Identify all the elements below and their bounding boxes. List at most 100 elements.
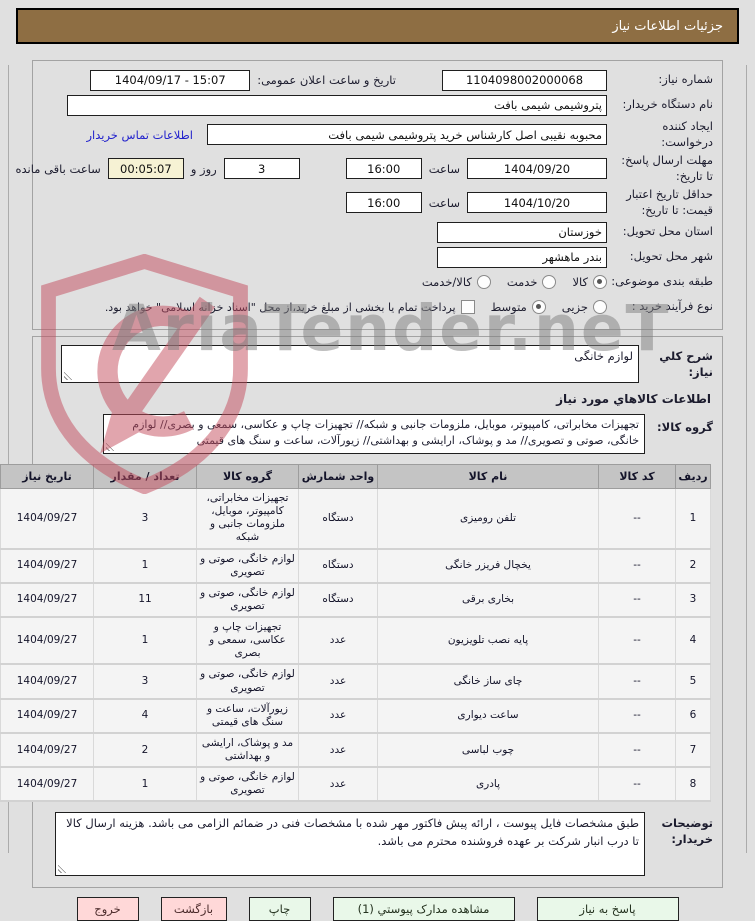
item-group-row: گروه کالا: تجهیزات مخابراتی، کامپیوتر، م…	[42, 414, 713, 455]
respond-to-need-button[interactable]: پاسخ به نیاز	[536, 897, 679, 921]
table-cell: 2	[675, 548, 711, 584]
table-cell: ساعت دیواری	[377, 698, 599, 734]
need-number-row: شماره نیاز: تاریخ و ساعت اعلان عمومی:	[42, 69, 713, 91]
requester-input[interactable]	[207, 124, 607, 146]
buyer-contact-link[interactable]: اطلاعات تماس خریدار	[86, 127, 193, 142]
table-cell: یخچال فریزر خانگی	[377, 548, 599, 584]
back-button[interactable]: بازگشت	[160, 897, 227, 921]
items-table: ردیف کد کالا نام کالا واحد شمارش گروه کالا تع…	[0, 464, 711, 803]
table-cell: --	[598, 548, 676, 584]
table-cell: --	[598, 698, 676, 734]
radio-icon[interactable]	[593, 300, 607, 315]
column-header: کد کالا	[598, 464, 676, 490]
announce-label: تاریخ و ساعت اعلان عمومی:	[257, 73, 396, 87]
table-cell: 1404/09/27	[0, 616, 94, 666]
table-cell: عدد	[298, 766, 378, 803]
table-cell: عدد	[298, 732, 378, 769]
province-row: استان محل تحویل:	[42, 221, 713, 243]
buyer-notes-textarea[interactable]: طبق مشخصات فایل پیوست ، ارائه پیش فاکتور…	[55, 812, 645, 877]
table-cell: لوازم خانگی، صوتی و تصویری	[196, 663, 299, 700]
table-row: 6 -- ساعت دیواری عدد زیورآلات، ساعت و سنگ ها…	[0, 698, 711, 734]
table-cell: 4	[675, 616, 711, 666]
table-cell: 1	[93, 616, 197, 666]
view-attachments-button[interactable]: مشاهده مدارک پیوستي (1)	[332, 897, 515, 921]
item-group-textarea[interactable]: تجهیزات مخابراتی، کامپیوتر، موبایل، ملزو…	[103, 414, 645, 455]
city-label: شهر محل تحویل:	[629, 249, 713, 264]
table-cell: --	[598, 582, 676, 619]
page-title-bar: جزئیات اطلاعات نیاز	[16, 8, 739, 44]
radio-option-motevaset[interactable]: متوسط	[491, 300, 546, 315]
resize-handle-icon	[58, 864, 67, 874]
table-cell: 1	[93, 766, 197, 803]
table-row: 3 -- بخاری برقی دستگاه لوازم خانگی، صوتی و ت…	[0, 582, 711, 619]
table-cell: تجهیزات چاپ و عکاسی، سمعی و بصری	[196, 616, 299, 666]
table-cell: 5	[675, 663, 711, 700]
classification-label: طبقه بندی موضوعی:	[611, 274, 713, 289]
buyer-org-row: نام دستگاه خریدار:	[42, 94, 713, 116]
column-header: گروه کالا	[196, 464, 299, 490]
table-cell: 3	[93, 488, 197, 550]
need-number-input[interactable]	[442, 69, 607, 91]
radio-option-kala[interactable]: کالا	[572, 275, 607, 290]
table-cell: 3	[93, 663, 197, 700]
radio-option-jozii[interactable]: جزیی	[562, 300, 607, 315]
radio-icon[interactable]	[593, 275, 607, 290]
table-cell: لوازم خانگی، صوتی و تصویری	[196, 766, 299, 803]
remaining-days-input[interactable]	[223, 158, 300, 180]
process-type-row: نوع فرآیند خرید : جزیی متوسط پرداخت تمام…	[42, 296, 713, 318]
need-number-label: شماره نیاز:	[658, 72, 713, 87]
validity-label: حداقل تاریخ اعتبار قیمت: تا تاریخ:	[626, 187, 713, 217]
table-row: 8 -- پادری عدد لوازم خانگی، صوتی و تصویری 1 14…	[0, 766, 711, 803]
table-cell: پادری	[377, 766, 599, 803]
requester-label: ایجاد کننده درخواست:	[661, 119, 713, 149]
radio-icon[interactable]	[531, 300, 546, 315]
radio-icon[interactable]	[542, 275, 557, 290]
action-buttons: پاسخ به نیاز مشاهده مدارک پیوستي (1) چاپ…	[0, 897, 755, 921]
deadline-time-label: ساعت	[428, 161, 460, 176]
deadline-time-input[interactable]	[345, 158, 422, 180]
city-input[interactable]	[437, 246, 607, 268]
table-cell: پایه نصب تلویزیون	[377, 616, 599, 666]
table-cell: 1404/09/27	[0, 663, 94, 700]
radio-icon[interactable]	[476, 275, 491, 290]
validity-date-input[interactable]	[467, 192, 607, 214]
table-cell: --	[598, 732, 676, 769]
need-description-textarea[interactable]: لوازم خانگی	[61, 345, 639, 384]
item-group-label: گروه کالا:	[657, 420, 713, 435]
table-cell: بخاری برقی	[377, 582, 599, 619]
announce-datetime-input[interactable]	[90, 69, 251, 91]
table-cell: 1404/09/27	[0, 548, 94, 584]
days-label: روز و	[190, 161, 217, 176]
buyer-org-label: نام دستگاه خریدار:	[622, 97, 713, 112]
items-section-title: اطلاعات کالاهاي مورد نیاز	[556, 392, 711, 407]
table-cell: 1404/09/27	[0, 698, 94, 734]
price-validity-row: حداقل تاریخ اعتبار قیمت: تا تاریخ: ساعت	[42, 187, 713, 218]
need-description-label: شرح کلي نیاز:	[659, 349, 713, 379]
remaining-label: ساعت باقی مانده	[15, 161, 101, 176]
table-cell: دستگاه	[298, 548, 378, 584]
treasury-payment-checkbox[interactable]: پرداخت تمام یا بخشی از مبلغ خرید،از محل …	[105, 300, 475, 315]
checkbox-icon[interactable]	[460, 300, 475, 315]
process-type-label: نوع فرآیند خرید :	[631, 299, 713, 314]
exit-button[interactable]: خروج	[76, 897, 139, 921]
table-cell: 3	[675, 582, 711, 619]
deadline-date-input[interactable]	[467, 158, 607, 180]
table-cell: دستگاه	[298, 582, 378, 619]
table-cell: چوب لباسی	[377, 732, 599, 769]
validity-time-input[interactable]	[345, 192, 422, 214]
resize-handle-icon	[106, 442, 115, 452]
buyer-org-input[interactable]	[67, 94, 607, 116]
radio-option-kala-khedmat[interactable]: کالا/خدمت	[422, 275, 491, 290]
table-cell: 1404/09/27	[0, 766, 94, 803]
table-cell: چای ساز خانگی	[377, 663, 599, 700]
table-row: 5 -- چای ساز خانگی عدد لوازم خانگی، صوتی و ت…	[0, 663, 711, 700]
radio-option-khedmat[interactable]: خدمت	[507, 275, 557, 290]
province-input[interactable]	[437, 221, 607, 243]
table-cell: 11	[93, 582, 197, 619]
column-header: ردیف	[675, 464, 711, 490]
remaining-time-input[interactable]	[107, 158, 184, 180]
city-row: شهر محل تحویل:	[42, 246, 713, 268]
table-cell: عدد	[298, 698, 378, 734]
print-button[interactable]: چاپ	[248, 897, 311, 921]
table-cell: --	[598, 488, 676, 550]
